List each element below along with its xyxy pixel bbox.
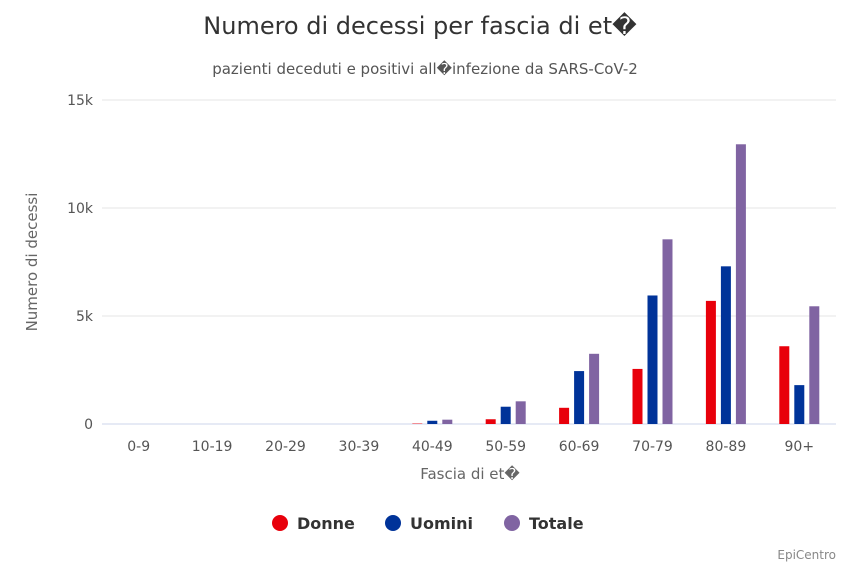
x-tick-label: 80-89 (706, 439, 747, 455)
legend-marker (272, 515, 288, 531)
bar-totale-70-79[interactable] (662, 239, 673, 424)
bar-totale-60-69[interactable] (589, 353, 600, 424)
bar-uomini-90+[interactable] (794, 385, 805, 424)
bar-uomini-40-49[interactable] (427, 420, 438, 424)
x-tick-label: 20-29 (265, 439, 306, 455)
y-axis-title: Numero di decessi (23, 193, 41, 332)
y-tick-label: 0 (84, 417, 93, 433)
legend-item-donne[interactable]: Donne (272, 514, 355, 533)
legend-marker (504, 515, 520, 531)
x-tick-label: 0-9 (127, 439, 150, 455)
bar-totale-80-89[interactable] (735, 144, 746, 424)
x-tick-label: 50-59 (485, 439, 526, 455)
legend-item-totale[interactable]: Totale (504, 514, 584, 533)
bars (412, 144, 820, 424)
bar-totale-50-59[interactable] (515, 401, 526, 424)
bar-donne-80-89[interactable] (705, 300, 716, 424)
y-tick-label: 10k (67, 201, 94, 217)
bar-donne-60-69[interactable] (559, 407, 570, 424)
bar-donne-90+[interactable] (779, 346, 790, 424)
x-tick-label: 30-39 (339, 439, 380, 455)
legend-label: Donne (297, 514, 355, 533)
bar-totale-40-49[interactable] (442, 419, 453, 424)
bar-uomini-70-79[interactable] (647, 295, 658, 424)
legend-label: Totale (529, 514, 584, 533)
y-tick-label: 5k (76, 309, 94, 325)
x-tick-label: 60-69 (559, 439, 600, 455)
y-axis-ticks: 0 5k 10k 15k (67, 93, 94, 433)
y-tick-label: 15k (67, 93, 94, 109)
bar-uomini-50-59[interactable] (500, 406, 511, 424)
x-tick-label: 10-19 (192, 439, 233, 455)
x-axis-ticks: 0-9 10-19 20-29 30-39 40-49 50-59 60-69 70-79 80… (127, 439, 814, 455)
chart-title: Numero di decessi per fascia di et� (203, 12, 637, 40)
x-tick-label: 70-79 (632, 439, 673, 455)
bar-totale-90+[interactable] (809, 306, 820, 424)
x-tick-label: 90+ (785, 439, 815, 455)
bar-donne-50-59[interactable] (485, 419, 496, 424)
x-axis-title: Fascia di et� (420, 465, 520, 483)
legend: Donne Uomini Totale (272, 514, 584, 533)
legend-marker (385, 515, 401, 531)
credit-label[interactable]: EpiCentro (777, 548, 836, 562)
chart-subtitle: pazienti deceduti e positivi all�infezio… (212, 60, 638, 78)
bar-uomini-60-69[interactable] (574, 371, 585, 424)
x-tick-label: 40-49 (412, 439, 453, 455)
legend-label: Uomini (410, 514, 473, 533)
legend-item-uomini[interactable]: Uomini (385, 514, 473, 533)
bar-donne-70-79[interactable] (632, 368, 643, 424)
bar-uomini-80-89[interactable] (720, 266, 731, 424)
